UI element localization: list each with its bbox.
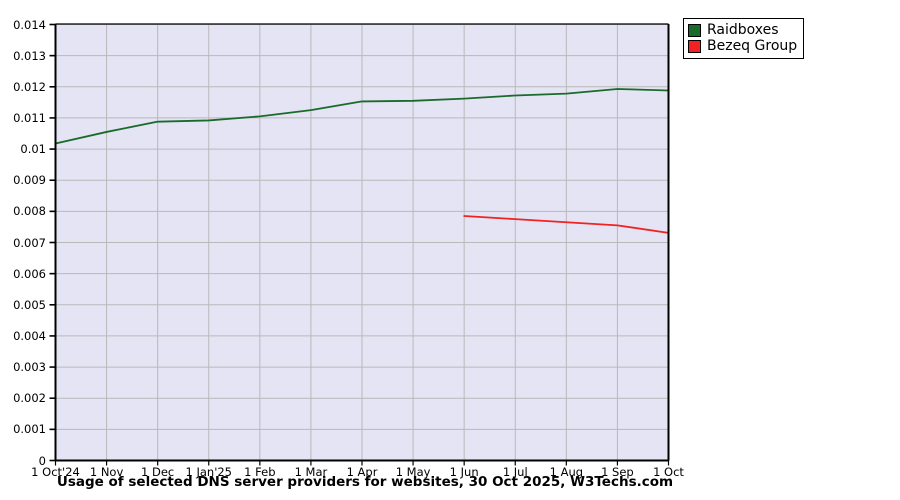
x-axis-tick: 1 Feb: [244, 464, 276, 479]
x-axis-tick: 1 Jun: [449, 464, 479, 479]
x-axis-tick: 1 Oct'24: [31, 464, 80, 479]
y-axis-tick: 0.006: [13, 266, 46, 281]
y-axis-tick: 0.011: [13, 110, 46, 125]
legend-swatch-raidboxes: [688, 23, 701, 37]
y-axis-tick: 0.009: [13, 173, 46, 188]
y-axis-tick: 0.008: [13, 204, 46, 219]
legend-swatch-bezeq-group: [688, 39, 701, 53]
chart-title: Usage of selected DNS server providers f…: [56, 474, 674, 490]
y-axis-tick: 0.007: [13, 235, 46, 250]
legend-item-raidboxes: Raidboxes: [688, 22, 797, 38]
x-axis-tick: 1 Aug: [549, 464, 584, 479]
y-axis-tick: 0.003: [13, 360, 46, 375]
x-axis-tick: 1 Oct: [653, 464, 684, 479]
legend-item-bezeq-group: Bezeq Group: [688, 38, 797, 54]
x-axis-tick: 1 Apr: [346, 464, 378, 479]
y-axis-tick: 0.014: [13, 17, 46, 32]
y-axis-tick: 0.013: [13, 48, 46, 63]
x-axis-tick: 1 Sep: [601, 464, 634, 479]
x-axis-tick: 1 Jul: [502, 464, 528, 479]
y-axis-tick: 0.005: [13, 297, 46, 312]
legend-label-bezeq-group: Bezeq Group: [707, 37, 798, 54]
x-axis-tick: 1 May: [395, 464, 431, 479]
y-axis-tick: 0.002: [13, 391, 46, 406]
legend-label-raidboxes: Raidboxes: [707, 21, 779, 38]
x-axis-tick: 1 Mar: [294, 464, 328, 479]
x-axis-tick: 1 Dec: [141, 464, 175, 479]
y-axis-tick: 0.01: [20, 142, 46, 157]
y-axis-tick: 0.001: [13, 422, 46, 437]
x-axis-tick: 1 Nov: [89, 464, 124, 479]
y-axis-tick: 0.012: [13, 79, 46, 94]
y-axis-tick: 0.004: [13, 328, 46, 343]
x-axis-tick: 1 Jan'25: [185, 464, 233, 479]
y-axis-tick: 0: [38, 453, 46, 468]
chart-legend: Raidboxes Bezeq Group: [683, 18, 805, 59]
